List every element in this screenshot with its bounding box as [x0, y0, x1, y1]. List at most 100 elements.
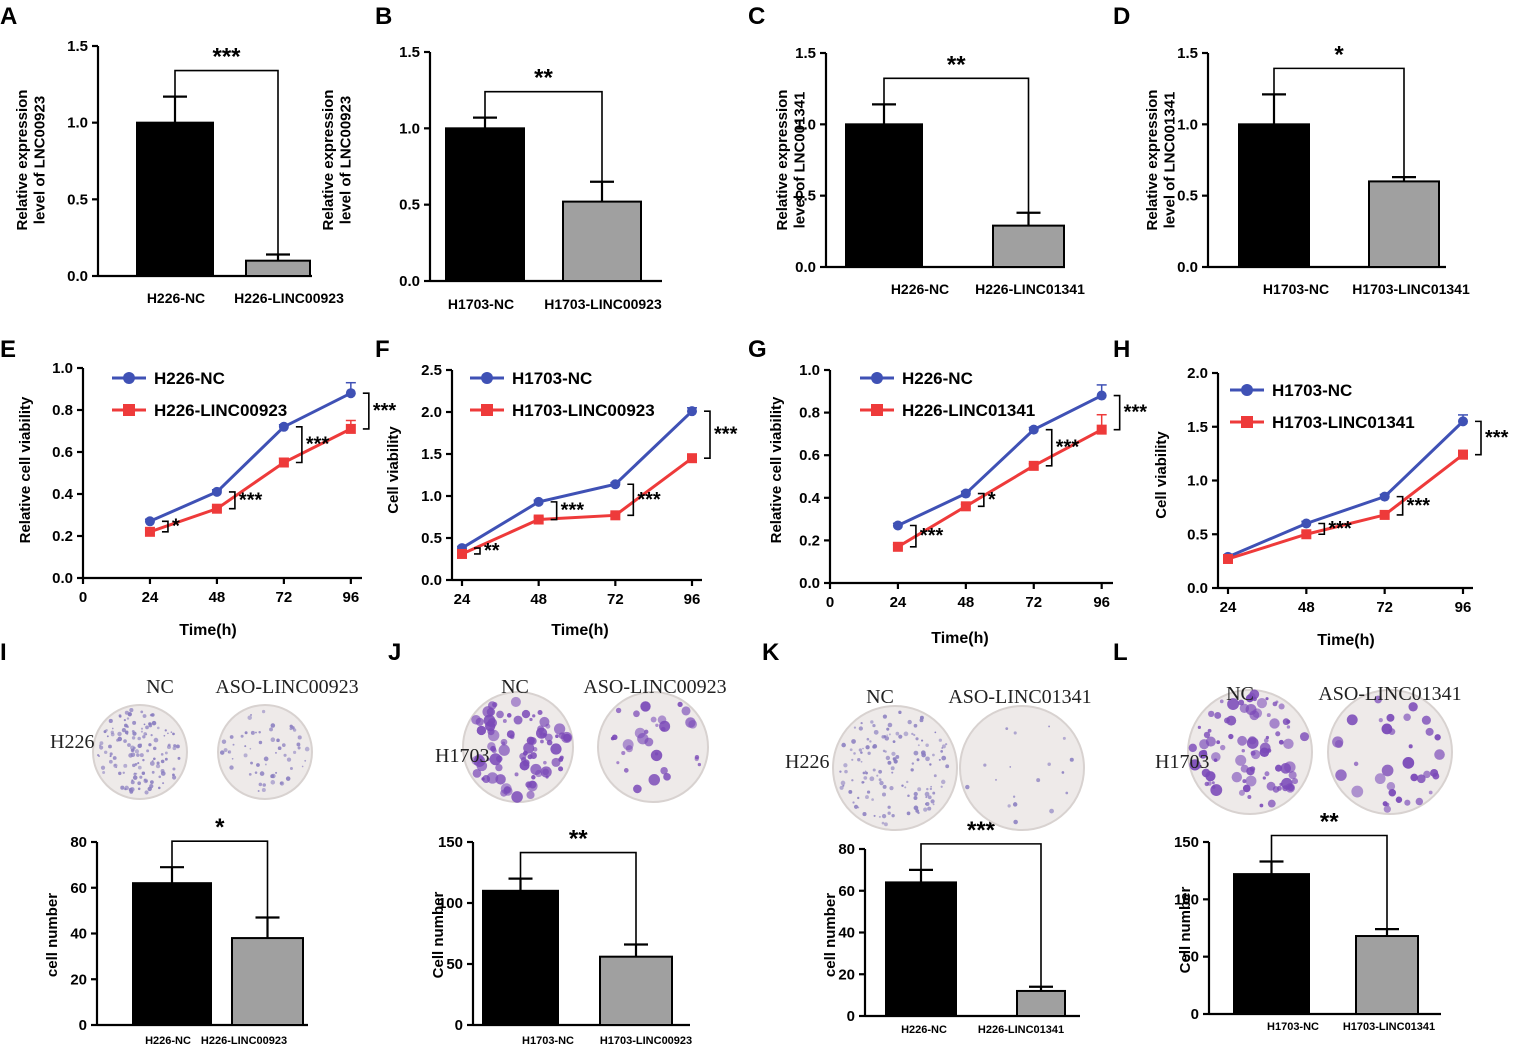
colony — [472, 769, 482, 778]
colony — [1284, 761, 1296, 773]
category-label: H226-LINC00923 — [201, 1035, 287, 1047]
colony — [137, 765, 142, 770]
colony — [145, 733, 148, 736]
x-axis-label: Time(h) — [931, 630, 988, 647]
colony — [913, 733, 916, 737]
x-tick-label: 24 — [454, 591, 471, 608]
colony — [940, 785, 943, 788]
plate-column-label: NC — [866, 686, 894, 708]
colony — [152, 746, 157, 751]
significance-bracket — [362, 392, 370, 430]
significance-label: *** — [1485, 427, 1509, 449]
colony — [1048, 725, 1051, 728]
significance-label: *** — [239, 489, 263, 511]
colony — [865, 745, 870, 750]
x-tick-label: 48 — [1298, 599, 1315, 616]
colony — [160, 753, 164, 756]
y-tick-label: 60 — [70, 880, 87, 897]
significance-bracket — [1475, 420, 1482, 456]
colony — [925, 796, 928, 799]
colony — [553, 723, 566, 735]
colony — [885, 755, 891, 761]
y-tick-label: 20 — [70, 971, 87, 988]
colony — [882, 784, 887, 789]
x-tick-label: 24 — [142, 589, 159, 606]
colony — [130, 752, 136, 758]
colony — [887, 760, 892, 765]
y-tick-label: 1.5 — [1187, 419, 1208, 436]
colony — [229, 765, 234, 770]
colony — [540, 766, 552, 778]
colony — [522, 750, 528, 756]
y-tick-label: 0.0 — [399, 273, 420, 290]
colony — [270, 737, 276, 742]
category-label: H1703-LINC01341 — [1343, 1021, 1435, 1033]
colony — [1286, 725, 1291, 729]
y-axis-label: Cell number — [430, 891, 447, 978]
colony — [1235, 754, 1247, 766]
colony — [286, 757, 292, 762]
colony — [1220, 744, 1226, 751]
bar-control — [845, 123, 923, 269]
y-tick-label: 1.5 — [1177, 45, 1198, 62]
colony — [146, 749, 150, 753]
colony — [925, 743, 929, 747]
colony — [296, 742, 301, 747]
significance-label: *** — [1407, 495, 1431, 517]
colony — [911, 762, 915, 765]
colony — [870, 720, 874, 724]
y-tick-label: 0.0 — [67, 268, 88, 285]
colony — [660, 766, 668, 775]
y-tick-label: 2.0 — [421, 404, 442, 421]
colony — [243, 753, 248, 758]
colony — [1231, 771, 1243, 783]
colony — [1428, 790, 1433, 795]
colony — [1245, 775, 1257, 787]
colony — [137, 743, 142, 749]
y-tick-label: 1.0 — [399, 120, 420, 137]
colony — [610, 736, 615, 741]
colony — [881, 821, 885, 825]
colony — [867, 751, 871, 755]
colony — [898, 710, 902, 715]
colony — [851, 739, 856, 744]
y-axis-label-line: cell number — [822, 893, 839, 977]
colony — [648, 774, 661, 786]
data-point — [1301, 529, 1312, 540]
colony — [1381, 723, 1393, 735]
y-tick-label: 0.0 — [421, 572, 442, 589]
colony — [1047, 762, 1051, 767]
colony — [921, 752, 927, 758]
y-tick-label: 1.0 — [421, 488, 442, 505]
colony — [143, 778, 146, 781]
significance-bracket — [1045, 428, 1053, 467]
colony — [126, 732, 129, 736]
colony — [108, 718, 113, 724]
plate-column-label: ASO-LINC01341 — [948, 686, 1091, 708]
colony — [140, 727, 144, 730]
colony — [839, 770, 842, 773]
colony — [117, 731, 122, 737]
colony — [873, 729, 879, 735]
panel-E: E Relative cell viability 0.0 0.2 0.4 0.6 0.8 1… — [0, 336, 396, 639]
colony — [123, 719, 126, 722]
y-tick-label: 1.0 — [52, 360, 73, 377]
legend-marker — [123, 404, 135, 416]
colony — [840, 780, 846, 786]
legend-label: H226-LINC00923 — [154, 401, 287, 420]
colony — [115, 766, 118, 769]
colony — [281, 743, 286, 747]
colony — [866, 790, 871, 794]
panel-label: E — [0, 336, 16, 363]
y-axis-label: Relative expressionlevel of LNC00923 — [14, 90, 48, 231]
colony — [118, 771, 122, 776]
colony — [1265, 735, 1270, 740]
y-tick-label: 150 — [438, 834, 463, 851]
colony — [254, 771, 258, 774]
colony — [153, 737, 159, 743]
colony — [167, 732, 169, 735]
colony — [142, 714, 147, 718]
colony — [1214, 711, 1222, 719]
colony — [655, 723, 659, 728]
